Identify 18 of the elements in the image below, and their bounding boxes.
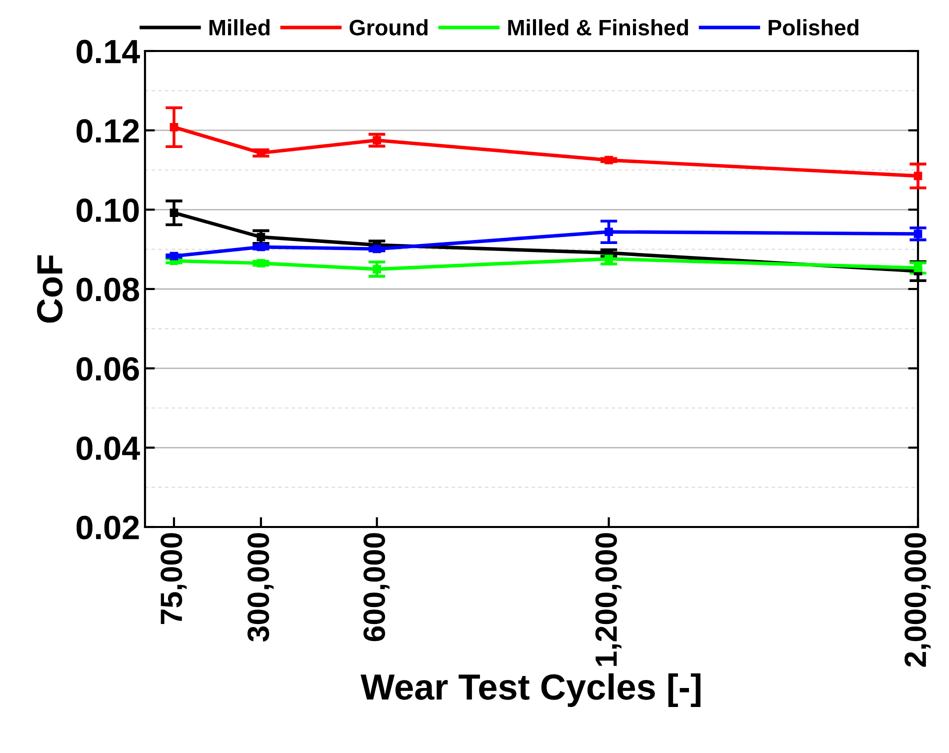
- y-tick-label: 0.14: [76, 40, 140, 64]
- y-tick-label: 0.04: [76, 436, 140, 460]
- x-tick-label: 2,000,000: [904, 533, 931, 667]
- y-tick-label: 0.08: [76, 278, 140, 302]
- x-axis-title: Wear Test Cycles [-]: [360, 673, 700, 707]
- legend-label: Milled & Finished: [508, 19, 688, 36]
- x-tick-label: 1,200,000: [595, 533, 622, 666]
- y-tick-label: 0.10: [76, 198, 139, 222]
- legend-label: Polished: [768, 19, 858, 36]
- y-tick-label: 0.06: [76, 357, 139, 381]
- legend-label: Ground: [350, 19, 428, 36]
- x-tick-label: 300,000: [248, 533, 274, 642]
- y-axis-title: CoF: [37, 255, 63, 323]
- x-tick-label: 600,000: [363, 533, 390, 642]
- y-tick-label: 0.12: [76, 119, 139, 143]
- legend-label: Milled: [209, 19, 270, 36]
- y-tick-label: 0.02: [76, 516, 139, 540]
- x-tick-label: 75,000: [160, 533, 187, 624]
